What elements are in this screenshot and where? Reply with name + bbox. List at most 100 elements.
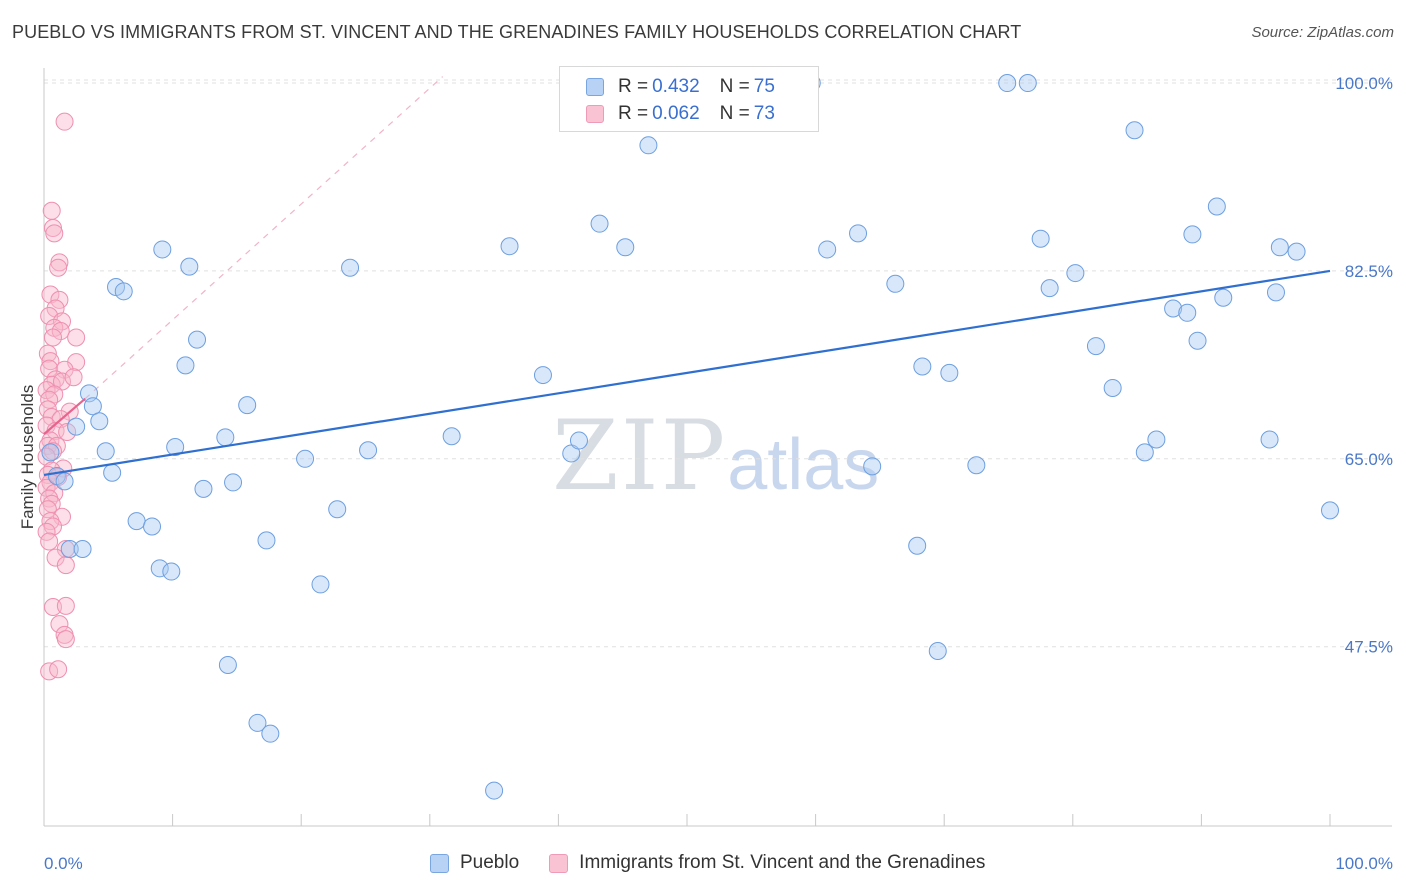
point-pueblo	[1270, 238, 1289, 257]
point-pueblo	[341, 258, 360, 277]
point-pueblo	[485, 781, 504, 800]
legend-label-pueblo: Pueblo	[460, 852, 520, 873]
point-pueblo	[127, 512, 146, 531]
trend-line-pueblo	[43, 269, 1331, 477]
point-immigrants	[46, 548, 65, 567]
point-pueblo	[908, 536, 927, 555]
point-pueblo	[967, 456, 986, 475]
point-pueblo	[1147, 430, 1166, 449]
legend-n-value: 73	[753, 103, 775, 124]
legend-swatch-pueblo	[430, 853, 449, 873]
chart-title: PUEBLO VS IMMIGRANTS FROM ST. VINCENT AN…	[12, 22, 1022, 42]
legend-row-immigrants: R = 0.062 N = 73	[586, 102, 775, 126]
legend-r-value: 0.432	[652, 76, 700, 97]
point-immigrants	[41, 285, 60, 304]
legend-n-label: N =	[719, 103, 750, 124]
point-pueblo	[1214, 288, 1233, 307]
watermark: ZIPatlas	[552, 400, 879, 512]
point-immigrants	[58, 422, 77, 441]
point-immigrants	[42, 407, 61, 426]
point-pueblo	[1266, 283, 1285, 302]
source-credit: Source: ZipAtlas.com	[1251, 24, 1394, 41]
point-pueblo	[257, 531, 276, 550]
legend-row-pueblo: R = 0.432 N = 75	[586, 75, 775, 99]
legend-r-label: R =	[618, 76, 649, 97]
point-pueblo	[96, 442, 115, 461]
point-immigrants	[51, 322, 70, 341]
series-pueblo-points	[41, 74, 1339, 800]
point-immigrants	[41, 352, 60, 371]
point-pueblo	[60, 539, 79, 558]
point-immigrants	[56, 630, 75, 649]
point-pueblo	[359, 441, 378, 460]
point-immigrants	[53, 312, 72, 331]
point-pueblo	[886, 274, 905, 293]
point-immigrants	[55, 360, 74, 379]
point-pueblo	[153, 240, 172, 259]
point-pueblo	[1287, 242, 1306, 261]
point-immigrants	[40, 532, 59, 551]
point-pueblo	[1178, 303, 1197, 322]
point-pueblo	[616, 238, 635, 257]
point-pueblo	[166, 438, 185, 456]
point-pueblo	[1321, 501, 1339, 520]
reference-diagonal-line	[84, 76, 444, 400]
point-immigrants	[40, 390, 59, 409]
point-pueblo	[533, 366, 552, 385]
point-immigrants	[41, 512, 60, 531]
point-pueblo	[162, 562, 181, 581]
legend-swatch-immigrants	[549, 853, 569, 873]
point-pueblo	[180, 257, 199, 276]
point-immigrants	[64, 368, 83, 387]
series-immigrants-points	[37, 112, 86, 681]
point-pueblo	[569, 431, 588, 450]
point-immigrants	[49, 660, 68, 679]
point-pueblo	[940, 363, 959, 382]
point-pueblo	[218, 655, 237, 674]
legend-n-label: N =	[719, 76, 750, 97]
point-pueblo	[114, 282, 133, 301]
axes	[43, 68, 1392, 827]
point-pueblo	[1188, 331, 1207, 350]
x-tick-label-max: 100.0%	[1335, 854, 1393, 873]
point-immigrants	[45, 484, 64, 503]
point-immigrants	[50, 615, 69, 634]
legend-swatch-pueblo	[586, 78, 604, 96]
legend-r-value: 0.062	[652, 103, 700, 124]
point-immigrants	[44, 597, 63, 616]
point-pueblo	[500, 237, 519, 256]
axis-labels: 47.5% 65.0% 82.5% 100.0% 0.0% 100.0% Family Ho…	[18, 74, 1393, 873]
point-immigrants	[56, 596, 75, 615]
point-pueblo	[216, 428, 235, 447]
point-immigrants	[38, 500, 57, 519]
reference-diagonal	[84, 76, 444, 400]
point-pueblo	[1260, 430, 1279, 449]
point-immigrants	[49, 258, 68, 277]
point-pueblo	[1125, 121, 1144, 140]
point-pueblo	[238, 396, 257, 415]
point-immigrants	[55, 112, 74, 131]
point-pueblo	[90, 412, 109, 431]
grid-lines	[44, 79, 1392, 648]
y-tick-label: 47.5%	[1345, 638, 1393, 657]
point-immigrants	[45, 385, 64, 404]
point-pueblo	[143, 517, 162, 536]
point-immigrants	[38, 344, 57, 363]
legend-n-value: 75	[753, 76, 775, 97]
point-immigrants	[56, 556, 75, 575]
point-pueblo	[818, 240, 837, 259]
point-pueblo	[1018, 74, 1037, 93]
stats-legend: R = 0.432 N = 75 R = 0.062 N = 73	[559, 66, 819, 132]
legend-swatch-immigrants	[586, 105, 604, 123]
point-pueblo	[67, 417, 86, 436]
point-pueblo	[1031, 229, 1050, 248]
y-tick-label: 65.0%	[1345, 450, 1393, 469]
point-pueblo	[188, 330, 207, 349]
point-immigrants	[45, 224, 64, 243]
point-pueblo	[194, 479, 213, 498]
point-pueblo	[83, 397, 102, 416]
point-immigrants	[42, 201, 61, 220]
point-pueblo	[442, 427, 461, 446]
point-pueblo	[296, 449, 315, 468]
